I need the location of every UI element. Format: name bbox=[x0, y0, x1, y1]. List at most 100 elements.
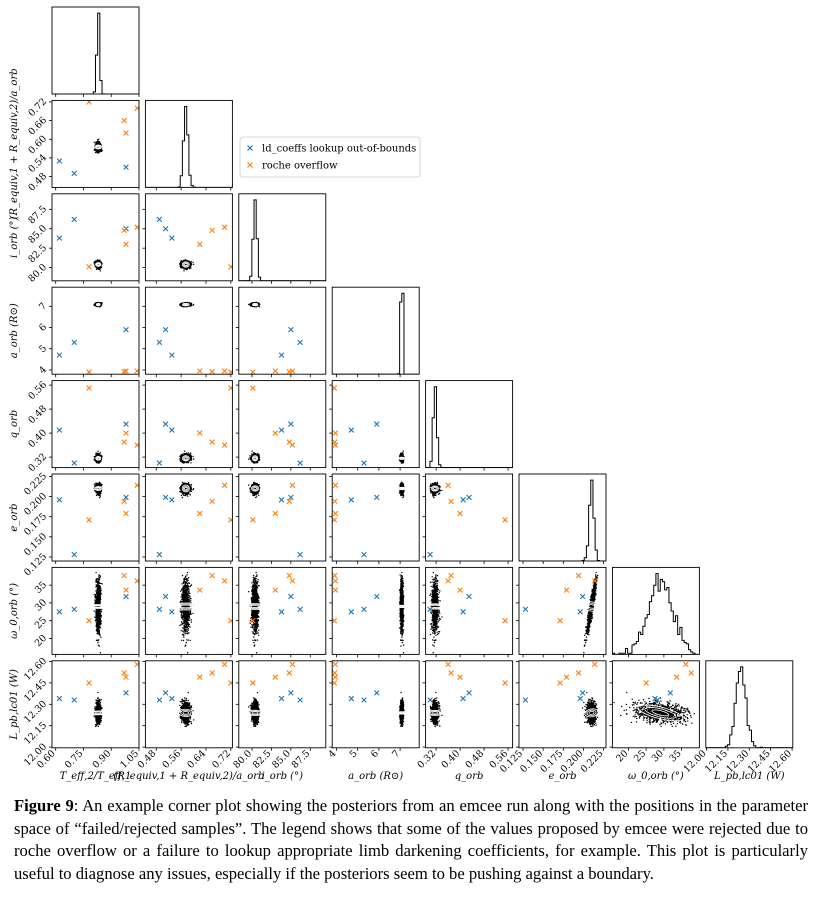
panel-0-0 bbox=[51, 6, 140, 97]
y-tick-label: 80.0 bbox=[26, 262, 49, 285]
ld-rejected-marker bbox=[56, 352, 63, 358]
panel-frame bbox=[51, 99, 140, 188]
ld-rejected-marker bbox=[123, 164, 129, 170]
sample-point bbox=[99, 266, 102, 268]
y-tick-label: 0.54 bbox=[26, 152, 49, 175]
panel-frame bbox=[238, 193, 327, 282]
sample-point bbox=[97, 140, 99, 143]
contour-1 bbox=[95, 145, 102, 149]
roche-rejected-marker bbox=[123, 130, 129, 136]
sample-point bbox=[100, 266, 103, 269]
sample-point bbox=[182, 259, 185, 262]
panel-2-1 bbox=[142, 193, 233, 284]
roche-rejected-marker bbox=[196, 368, 203, 374]
contour-2 bbox=[181, 303, 190, 307]
sample-point bbox=[99, 270, 102, 272]
sample-point bbox=[183, 268, 185, 270]
panel-frame bbox=[144, 99, 233, 188]
roche-rejected-marker bbox=[209, 227, 215, 234]
y-tick-label: 0.48 bbox=[26, 171, 49, 194]
y-tick-label: 5 bbox=[37, 343, 49, 355]
sample-point bbox=[187, 260, 189, 262]
panel-3-1 bbox=[142, 286, 233, 378]
corner-plot: 0.480.540.600.660.7280.082.585.087.54567… bbox=[9, 6, 794, 782]
ld-rejected-marker bbox=[71, 170, 78, 177]
sample-point bbox=[190, 267, 192, 269]
sample-point bbox=[189, 267, 191, 270]
sample-point bbox=[95, 149, 97, 151]
panel-2-2 bbox=[238, 193, 327, 284]
sample-point bbox=[94, 151, 97, 154]
histogram-2 bbox=[238, 199, 326, 281]
sample-point bbox=[99, 306, 101, 308]
sample-point bbox=[96, 141, 98, 144]
roche-rejected-marker bbox=[121, 117, 127, 124]
y-tick-label: 0.60 bbox=[26, 134, 49, 157]
ld-rejected-marker bbox=[56, 235, 63, 241]
y-tick-label: 85.0 bbox=[26, 223, 49, 246]
roche-rejected-marker bbox=[86, 369, 92, 375]
contour-2 bbox=[181, 261, 190, 268]
sample-point bbox=[190, 260, 192, 263]
contour-0 bbox=[96, 263, 100, 266]
y-tick-label: 7 bbox=[37, 301, 49, 313]
ld-rejected-marker bbox=[156, 216, 163, 223]
roche-rejected-marker bbox=[86, 264, 92, 270]
y-tick-label: 4 bbox=[37, 364, 49, 376]
ld-rejected-marker bbox=[71, 339, 78, 346]
histogram-0 bbox=[52, 12, 139, 94]
roche-rejected-marker bbox=[209, 368, 215, 375]
sample-point bbox=[192, 304, 194, 307]
sample-point bbox=[184, 259, 186, 261]
sample-point bbox=[99, 259, 101, 261]
panel-3-2 bbox=[235, 286, 327, 378]
contour-1 bbox=[182, 262, 189, 267]
ld-rejected-marker bbox=[123, 326, 129, 333]
sample-point bbox=[192, 263, 195, 266]
roche-rejected-marker bbox=[123, 241, 129, 248]
y-tick-label: 0.66 bbox=[26, 115, 49, 138]
panel-1-0: 0.480.540.600.660.72 bbox=[26, 96, 140, 194]
ld-rejected-marker bbox=[156, 339, 163, 346]
sample-point bbox=[96, 260, 99, 262]
roche-rejected-marker bbox=[221, 224, 228, 230]
sample-point bbox=[179, 266, 182, 269]
sample-point bbox=[179, 261, 182, 264]
sample-point bbox=[95, 268, 98, 271]
sample-point bbox=[98, 141, 100, 143]
panel-frame bbox=[51, 286, 140, 375]
sample-point bbox=[190, 263, 192, 265]
sample-point bbox=[98, 150, 101, 152]
ld-rejected-marker bbox=[169, 235, 175, 241]
sample-point bbox=[96, 150, 98, 152]
ld-rejected-marker bbox=[169, 352, 175, 358]
roche-rejected-marker bbox=[228, 264, 233, 270]
panel-frame bbox=[144, 286, 233, 375]
sample-point bbox=[95, 151, 98, 153]
sample-point bbox=[96, 267, 99, 269]
sample-point bbox=[95, 141, 97, 143]
sample-point bbox=[180, 259, 182, 262]
sample-point bbox=[190, 261, 192, 264]
y-tick-label: 6 bbox=[37, 322, 49, 334]
sample-point bbox=[97, 139, 99, 141]
ld-rejected-marker bbox=[56, 158, 63, 164]
contour-0 bbox=[96, 145, 100, 149]
sample-point bbox=[98, 151, 100, 153]
roche-rejected-marker bbox=[221, 368, 228, 374]
roche-rejected-marker bbox=[86, 100, 92, 105]
sample-point bbox=[179, 303, 182, 305]
contour-2 bbox=[95, 262, 102, 267]
y-tick-label: 82.5 bbox=[26, 243, 49, 266]
roche-rejected-marker bbox=[196, 241, 203, 248]
sample-point bbox=[189, 304, 192, 306]
roche-rejected-marker bbox=[228, 369, 233, 375]
ld-rejected-marker bbox=[162, 326, 169, 333]
y-tick-label: 87.5 bbox=[26, 204, 49, 227]
panel-2-0: 80.082.585.087.5 bbox=[26, 193, 140, 285]
panel-3-0: 4 5 6 7 bbox=[37, 286, 140, 378]
sample-point bbox=[179, 304, 182, 306]
sample-point bbox=[192, 261, 194, 264]
sample-point bbox=[98, 260, 100, 263]
sample-point bbox=[189, 264, 192, 267]
